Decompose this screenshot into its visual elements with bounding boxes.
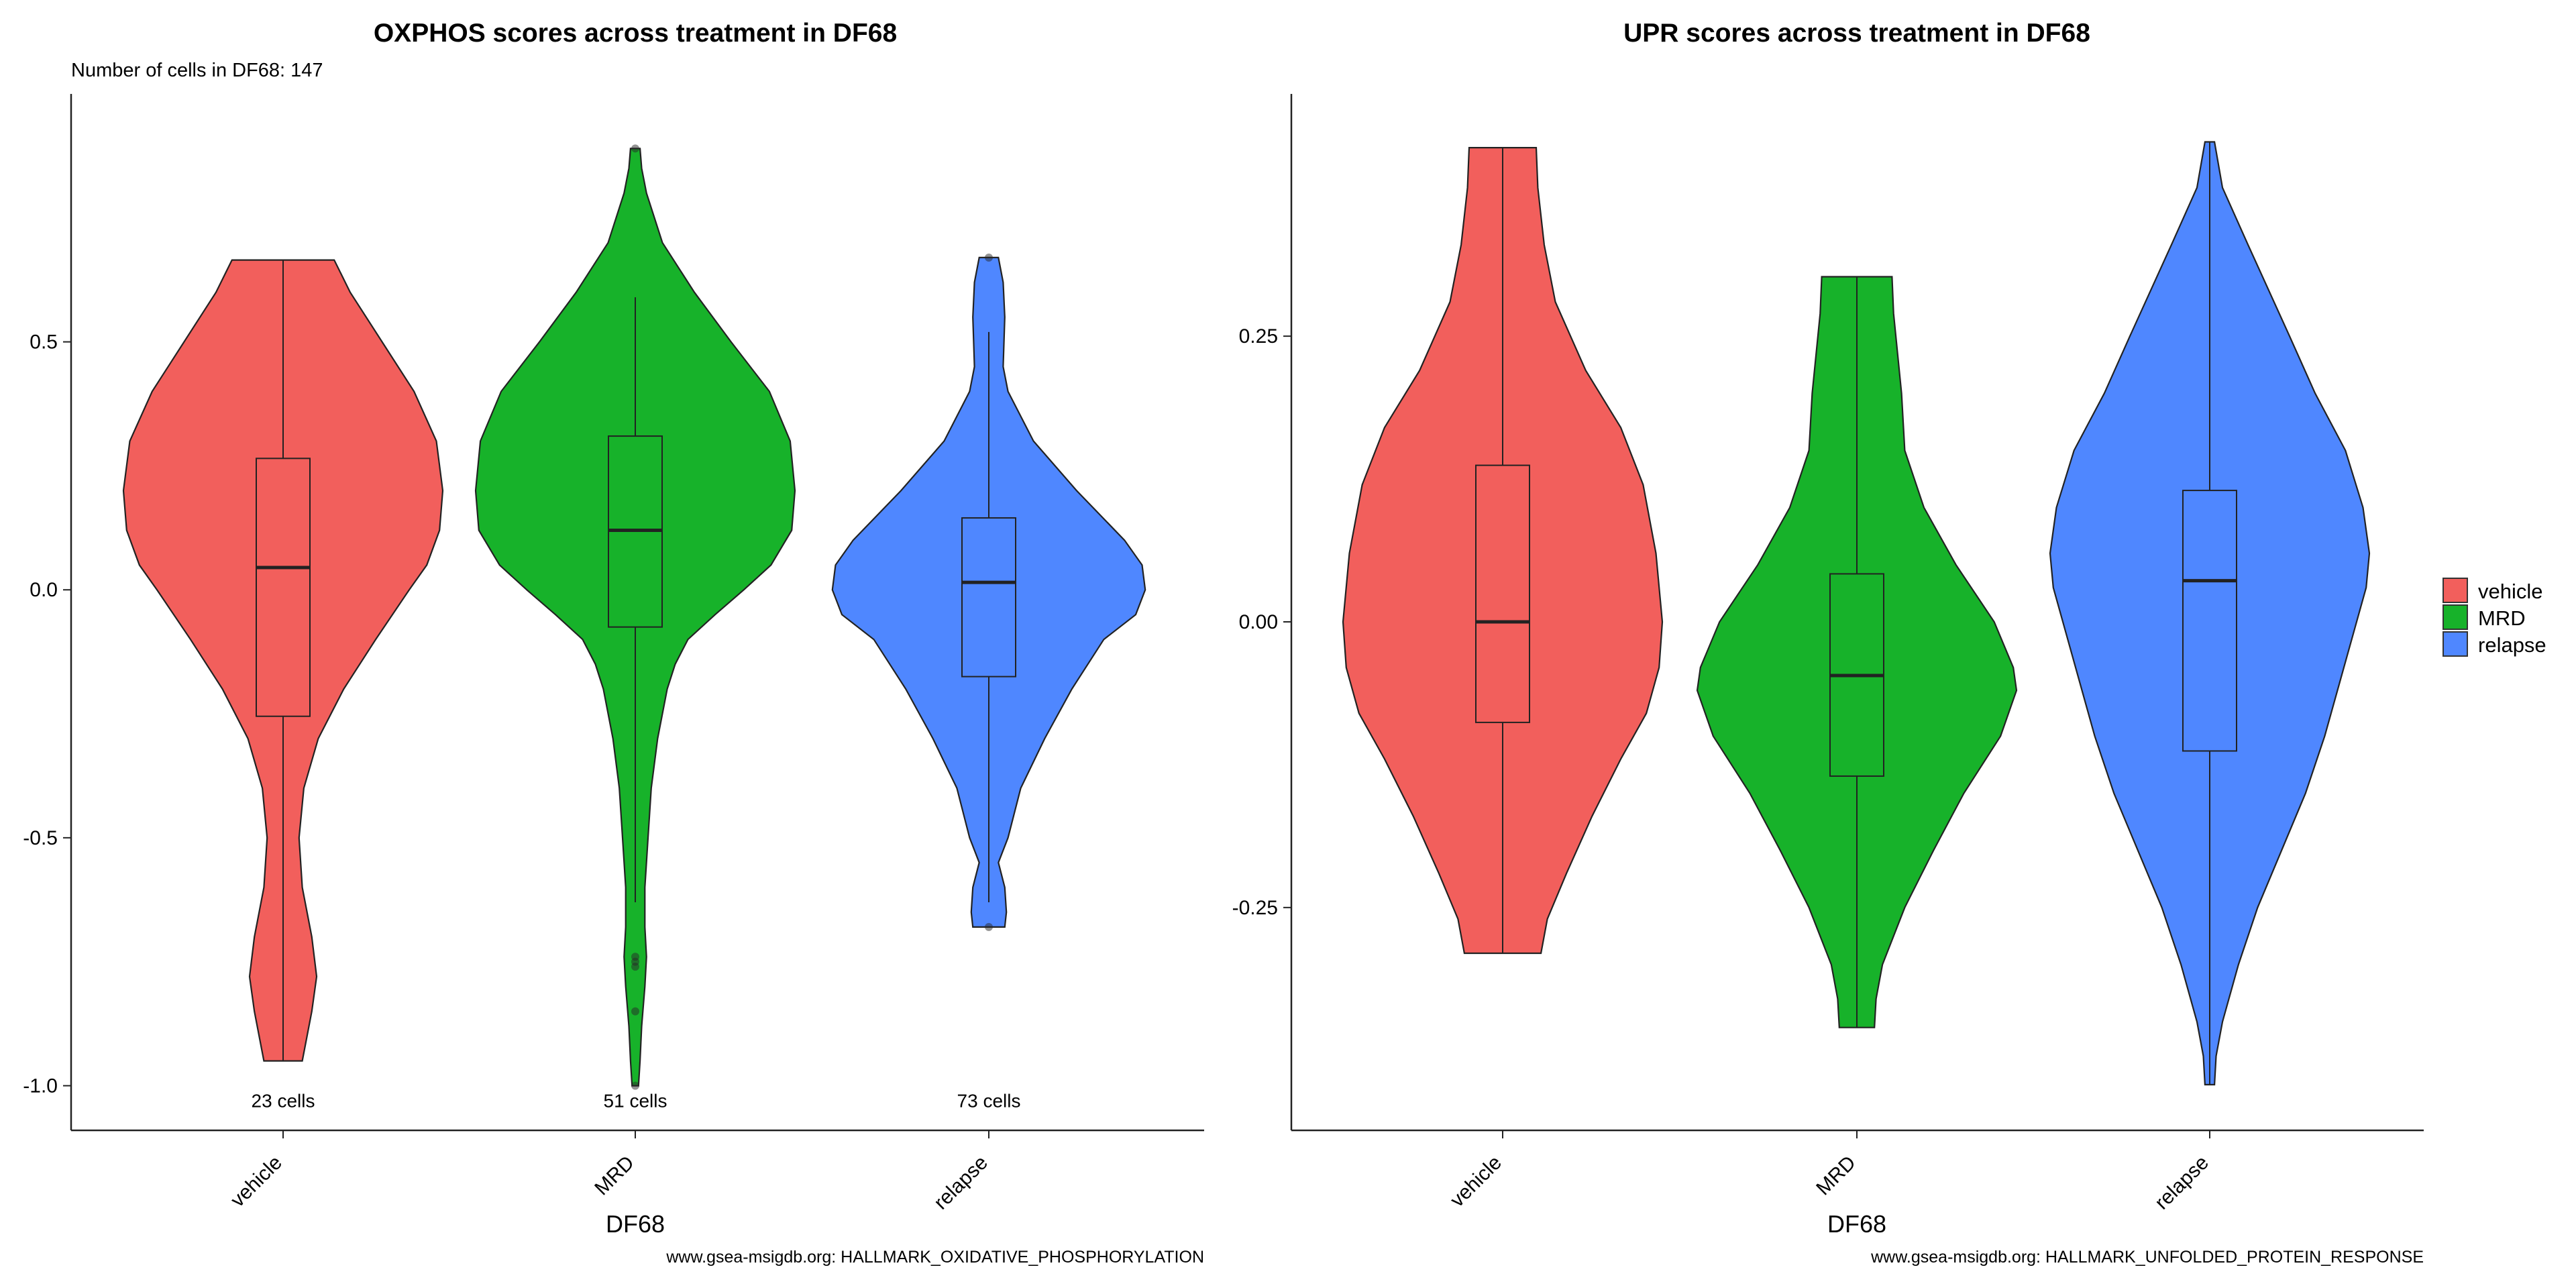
upr-x-axis-title: DF68 — [1827, 1210, 1886, 1238]
cell-count-subtitle: Number of cells in DF68: 147 — [71, 60, 323, 81]
oxphos-box-vehicle — [256, 458, 311, 717]
upr-violin-MRD — [1696, 276, 2018, 1028]
upr-x-tick-label: relapse — [2151, 1152, 2213, 1214]
legend-key-mrd — [2443, 604, 2468, 630]
upr-y-tick-label: 0.25 — [1239, 325, 1278, 347]
legend-key-relapse — [2443, 631, 2468, 657]
upr-y-tick-label: -0.25 — [1232, 897, 1278, 919]
oxphos-violin-relapse — [831, 256, 1146, 928]
upr-violin-vehicle — [1342, 147, 1664, 955]
oxphos-outlier-point — [985, 922, 993, 931]
oxphos-x-axis-title: DF68 — [606, 1210, 665, 1238]
upr-y-tick-label: 0.00 — [1239, 611, 1278, 633]
oxphos-chart-title: OXPHOS scores across treatment in DF68 — [374, 19, 897, 48]
oxphos-box-relapse — [961, 517, 1016, 678]
legend: vehicle MRD relapse — [2443, 578, 2546, 657]
oxphos-outlier-point — [631, 963, 639, 971]
upr-caption: www.gsea-msigdb.org: HALLMARK_UNFOLDED_P… — [1870, 1248, 2424, 1267]
upr-panel: UPR scores across treatment in DF68 DF68… — [1232, 19, 2424, 1267]
oxphos-y-tick-label: 0.0 — [30, 579, 58, 601]
oxphos-outlier-point — [631, 144, 639, 153]
legend-label-vehicle: vehicle — [2478, 580, 2543, 603]
oxphos-outlier-point — [631, 1007, 639, 1016]
oxphos-outlier-point — [985, 253, 993, 262]
oxphos-count-label: 23 cells — [252, 1091, 315, 1112]
oxphos-count-label: 51 cells — [604, 1091, 667, 1112]
oxphos-x-tick-label: vehicle — [227, 1152, 286, 1212]
oxphos-y-tick-label: -1.0 — [23, 1075, 58, 1097]
legend-key-vehicle — [2443, 578, 2468, 603]
oxphos-x-tick-label: MRD — [590, 1152, 639, 1200]
oxphos-panel: OXPHOS scores across treatment in DF68 N… — [23, 19, 1204, 1267]
oxphos-outlier-point — [631, 1081, 639, 1090]
upr-x-tick-label: MRD — [1812, 1152, 1860, 1200]
oxphos-count-label: 73 cells — [957, 1091, 1021, 1112]
oxphos-caption: www.gsea-msigdb.org: HALLMARK_OXIDATIVE_… — [665, 1248, 1204, 1267]
legend-label-relapse: relapse — [2478, 633, 2546, 657]
oxphos-y-tick-label: 0.5 — [30, 331, 58, 354]
oxphos-y-tick-label: -0.5 — [23, 827, 58, 849]
oxphos-violin-vehicle — [122, 259, 444, 1062]
upr-x-tick-label: vehicle — [1446, 1152, 1506, 1212]
oxphos-violin-MRD — [474, 148, 796, 1087]
upr-violin-relapse — [2049, 141, 2371, 1085]
upr-box-vehicle — [1475, 464, 1530, 723]
oxphos-x-tick-label: relapse — [930, 1152, 992, 1214]
legend-label-mrd: MRD — [2478, 606, 2526, 630]
upr-box-relapse — [2182, 490, 2237, 752]
upr-chart-title: UPR scores across treatment in DF68 — [1623, 19, 2090, 48]
